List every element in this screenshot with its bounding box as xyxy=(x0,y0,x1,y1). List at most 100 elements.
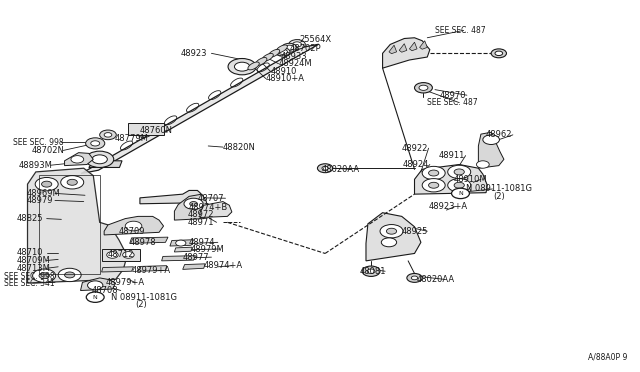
Circle shape xyxy=(285,45,294,50)
Text: 48702P: 48702P xyxy=(289,44,321,53)
Polygon shape xyxy=(389,45,397,54)
Text: 48710: 48710 xyxy=(17,248,43,257)
Text: SEE SEC. 998: SEE SEC. 998 xyxy=(13,138,64,147)
Text: 48933: 48933 xyxy=(280,52,307,61)
Circle shape xyxy=(448,165,470,179)
Text: 48972: 48972 xyxy=(187,211,214,219)
Circle shape xyxy=(86,138,105,149)
Text: 48922: 48922 xyxy=(402,144,428,153)
Polygon shape xyxy=(174,247,192,252)
Text: 48979+A: 48979+A xyxy=(132,266,171,275)
Circle shape xyxy=(448,179,470,192)
Circle shape xyxy=(58,268,81,282)
Text: 48974: 48974 xyxy=(189,238,216,247)
Circle shape xyxy=(104,133,112,137)
Circle shape xyxy=(415,83,433,93)
Circle shape xyxy=(234,62,250,71)
Text: 48702N: 48702N xyxy=(31,146,64,155)
Text: SEE SEC. 487: SEE SEC. 487 xyxy=(435,26,486,35)
Circle shape xyxy=(407,273,422,282)
Circle shape xyxy=(67,179,77,185)
Polygon shape xyxy=(399,44,407,52)
Circle shape xyxy=(65,272,75,278)
Circle shape xyxy=(476,161,489,168)
Text: 48081: 48081 xyxy=(360,267,386,276)
Circle shape xyxy=(278,49,287,54)
Text: 48709: 48709 xyxy=(119,227,145,236)
Text: 48712: 48712 xyxy=(108,250,134,259)
Circle shape xyxy=(429,182,439,188)
Text: 48979M: 48979M xyxy=(191,244,225,253)
Text: N 08911-1081G: N 08911-1081G xyxy=(466,185,532,193)
Polygon shape xyxy=(383,38,430,68)
Polygon shape xyxy=(410,42,417,51)
Ellipse shape xyxy=(276,45,287,53)
Text: 48020AA: 48020AA xyxy=(417,275,455,284)
Circle shape xyxy=(317,164,333,173)
Polygon shape xyxy=(81,278,116,291)
Circle shape xyxy=(483,135,499,144)
Text: 48974+B: 48974+B xyxy=(189,203,228,212)
Polygon shape xyxy=(415,164,487,194)
Polygon shape xyxy=(182,264,205,269)
Text: 48760N: 48760N xyxy=(140,126,173,135)
Polygon shape xyxy=(28,168,127,283)
Bar xyxy=(129,123,164,135)
Circle shape xyxy=(189,202,197,206)
Circle shape xyxy=(429,170,439,176)
Circle shape xyxy=(86,151,114,167)
Text: 48779M: 48779M xyxy=(115,134,148,143)
Circle shape xyxy=(92,155,108,164)
Ellipse shape xyxy=(255,58,267,65)
Text: 48970: 48970 xyxy=(440,91,467,100)
Circle shape xyxy=(33,269,56,282)
Text: SEE SEC. 341: SEE SEC. 341 xyxy=(4,279,54,288)
Polygon shape xyxy=(162,256,195,261)
Circle shape xyxy=(454,169,465,175)
Polygon shape xyxy=(65,153,93,166)
Circle shape xyxy=(422,179,445,192)
Polygon shape xyxy=(138,266,167,271)
Circle shape xyxy=(42,181,52,187)
Text: 48979+A: 48979+A xyxy=(106,278,145,287)
Circle shape xyxy=(39,273,49,279)
Text: 48978: 48978 xyxy=(130,238,156,247)
Circle shape xyxy=(282,43,297,52)
Text: 48708: 48708 xyxy=(92,286,118,295)
Text: 48924: 48924 xyxy=(403,160,429,169)
Circle shape xyxy=(495,51,502,55)
Polygon shape xyxy=(89,161,122,167)
Text: 48969M: 48969M xyxy=(26,189,60,198)
Text: 48979: 48979 xyxy=(26,196,52,205)
Polygon shape xyxy=(200,202,232,218)
Polygon shape xyxy=(102,267,134,272)
Circle shape xyxy=(422,166,445,180)
Circle shape xyxy=(61,176,84,189)
Text: (2): (2) xyxy=(135,300,147,309)
Text: 48709M: 48709M xyxy=(17,256,51,265)
Circle shape xyxy=(175,240,186,246)
Text: 48713M: 48713M xyxy=(17,264,51,273)
Polygon shape xyxy=(104,217,164,235)
Text: 48925: 48925 xyxy=(402,227,428,236)
Text: N: N xyxy=(93,295,97,300)
Text: 48962: 48962 xyxy=(486,130,513,140)
Circle shape xyxy=(276,48,290,56)
Circle shape xyxy=(35,177,58,191)
Text: N: N xyxy=(458,191,463,196)
Text: 48910: 48910 xyxy=(270,67,296,76)
Ellipse shape xyxy=(262,54,273,61)
Polygon shape xyxy=(174,194,208,220)
Polygon shape xyxy=(478,132,504,168)
Text: 48020AA: 48020AA xyxy=(321,165,360,174)
Circle shape xyxy=(292,42,301,47)
Circle shape xyxy=(381,238,397,247)
Bar xyxy=(102,249,140,261)
Text: 48893M: 48893M xyxy=(19,161,52,170)
Text: N 08911-1081G: N 08911-1081G xyxy=(111,294,177,302)
Circle shape xyxy=(88,281,103,290)
Circle shape xyxy=(387,228,397,234)
Circle shape xyxy=(454,182,465,188)
Circle shape xyxy=(123,251,134,258)
Circle shape xyxy=(100,130,116,140)
